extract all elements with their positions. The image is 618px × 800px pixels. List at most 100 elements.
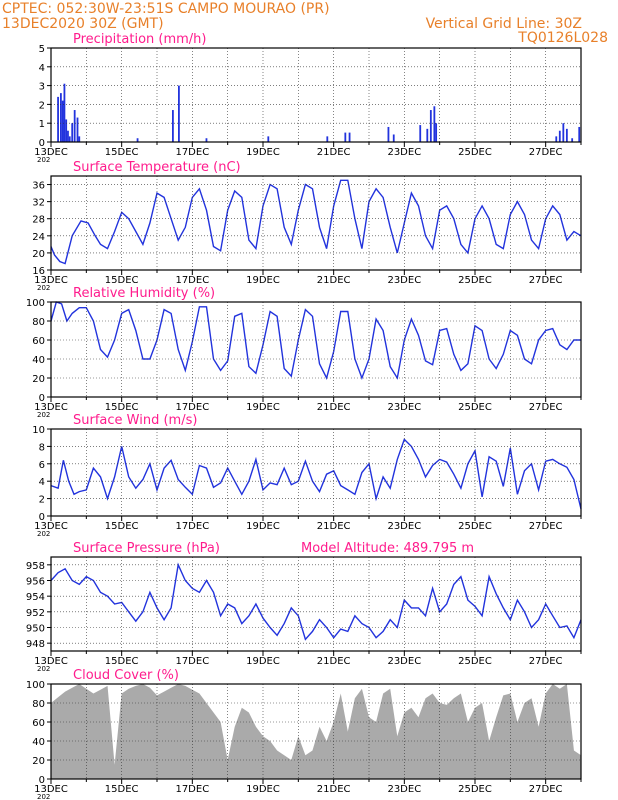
panel-frame <box>50 556 582 652</box>
panel-frame <box>50 47 582 143</box>
header-code: TQ0126L028 <box>518 30 608 46</box>
precip-bar <box>419 125 422 142</box>
x-tick-label: 19DEC <box>246 402 280 413</box>
pres-title: Surface Pressure (hPa) <box>73 541 220 556</box>
y-tick-label: 40 <box>32 355 45 366</box>
x-tick-label: 13DEC <box>34 656 68 667</box>
x-tick-label: 17DEC <box>175 521 209 532</box>
precip-bar <box>387 126 390 142</box>
x-tick-label: 17DEC <box>175 275 209 286</box>
y-tick-label: 948 <box>26 639 45 650</box>
temp-panel: 16 20 24 28 32 36 13DEC 15DEC 17DEC 19DEC 21DEC 23D… <box>32 160 582 292</box>
precip-bar <box>59 93 62 142</box>
x-tick-label: 19DEC <box>246 275 280 286</box>
year-stub: 202 <box>37 156 50 164</box>
x-tick-label: 23DEC <box>387 656 421 667</box>
x-tick-label: 27DEC <box>529 784 563 795</box>
rh-panel: 0 20 40 60 80 100 13DEC 15DEC 17DEC 19DEC 21DEC 23D… <box>26 286 582 419</box>
y-tick-label: 80 <box>32 699 45 710</box>
precip-bar <box>178 85 180 142</box>
precip-bar <box>562 123 565 142</box>
precip-bar <box>578 126 581 142</box>
pres-panel: 948 950 952 954 956 958 13DEC 15DEC 17DEC 19DEC 21… <box>26 541 582 673</box>
precip-bar <box>344 132 347 142</box>
precip-bar <box>565 128 568 142</box>
x-tick-label: 17DEC <box>175 402 209 413</box>
y-tick-label: 36 <box>32 181 45 192</box>
precip-bar <box>426 128 429 142</box>
x-tick-label: 25DEC <box>458 656 492 667</box>
y-tick-label: 3 <box>39 82 45 93</box>
precip-bar <box>558 130 561 142</box>
temp-title: Surface Temperature (nC) <box>73 160 241 175</box>
precip-bar <box>433 106 436 142</box>
y-tick-label: 20 <box>32 756 45 767</box>
y-tick-label: 24 <box>32 232 45 243</box>
wind-title: Surface Wind (m/s) <box>73 413 197 428</box>
year-stub: 202 <box>37 530 50 538</box>
y-tick-label: 20 <box>32 249 45 260</box>
y-tick-label: 60 <box>32 718 45 729</box>
x-tick-label: 23DEC <box>387 784 421 795</box>
panel-frame <box>50 428 582 517</box>
x-tick-label: 23DEC <box>387 402 421 413</box>
y-tick-label: 5 <box>39 44 45 55</box>
precip-bar <box>61 100 64 142</box>
x-tick-label: 17DEC <box>175 784 209 795</box>
x-tick-label: 17DEC <box>175 147 209 158</box>
x-tick-label: 19DEC <box>246 656 280 667</box>
x-tick-label: 25DEC <box>458 784 492 795</box>
precip-bar <box>392 134 395 142</box>
y-tick-label: 6 <box>39 460 45 471</box>
precip-bar <box>571 138 574 142</box>
y-tick-label: 0 <box>39 775 45 786</box>
precip-bar <box>205 138 208 142</box>
x-tick-label: 25DEC <box>458 147 492 158</box>
precip-bar <box>429 110 432 142</box>
precip-bar <box>63 83 66 142</box>
x-tick-label: 19DEC <box>246 521 280 532</box>
x-tick-label: 27DEC <box>529 402 563 413</box>
precip-bar <box>267 136 270 142</box>
x-tick-label: 21DEC <box>317 275 351 286</box>
precip-bar <box>67 130 69 142</box>
y-tick-label: 40 <box>32 737 45 748</box>
precip-bar <box>76 117 79 142</box>
precip-panel: 0 1 2 3 4 5 13DEC 15DEC 17DEC 19DEC 21DEC 23DEC 25DE… <box>34 32 582 164</box>
year-stub: 202 <box>37 411 50 419</box>
cloud-cover-area <box>51 684 581 779</box>
x-tick-label: 21DEC <box>317 521 351 532</box>
precip-bar <box>348 132 351 142</box>
y-tick-label: 32 <box>32 198 45 209</box>
precip-bar <box>555 136 558 142</box>
header-grid-note: Vertical Grid Line: 30Z <box>425 16 582 32</box>
year-stub: 202 <box>37 793 50 800</box>
rh-line <box>50 301 581 381</box>
precip-bar <box>57 96 59 142</box>
x-tick-label: 27DEC <box>529 147 563 158</box>
wind-panel: 0 2 4 6 8 10 13DEC 15DEC 17DEC 19DEC 21DEC 23DEC 25D… <box>32 413 582 538</box>
x-tick-label: 13DEC <box>34 784 68 795</box>
y-tick-label: 28 <box>32 215 45 226</box>
x-tick-label: 21DEC <box>317 656 351 667</box>
x-tick-label: 25DEC <box>458 521 492 532</box>
y-tick-label: 10 <box>32 425 45 436</box>
y-tick-label: 100 <box>26 680 45 691</box>
x-tick-label: 15DEC <box>105 656 139 667</box>
precip-bar <box>172 110 174 142</box>
temp-line <box>50 179 582 265</box>
pres-line <box>50 562 582 641</box>
y-tick-label: 952 <box>26 608 45 619</box>
x-tick-label: 15DEC <box>105 275 139 286</box>
x-tick-label: 15DEC <box>105 784 139 795</box>
y-tick-label: 20 <box>32 374 45 385</box>
y-tick-label: 8 <box>39 442 45 453</box>
y-tick-label: 956 <box>26 577 45 588</box>
x-tick-label: 27DEC <box>529 521 563 532</box>
y-tick-label: 80 <box>32 317 45 328</box>
cloud-panel: 0 20 40 60 80 100 13DEC 15DEC 17DEC 19DEC 21DEC 23D… <box>26 668 582 800</box>
y-tick-label: 958 <box>26 561 45 572</box>
y-tick-label: 0 <box>39 138 45 149</box>
x-tick-label: 23DEC <box>387 147 421 158</box>
